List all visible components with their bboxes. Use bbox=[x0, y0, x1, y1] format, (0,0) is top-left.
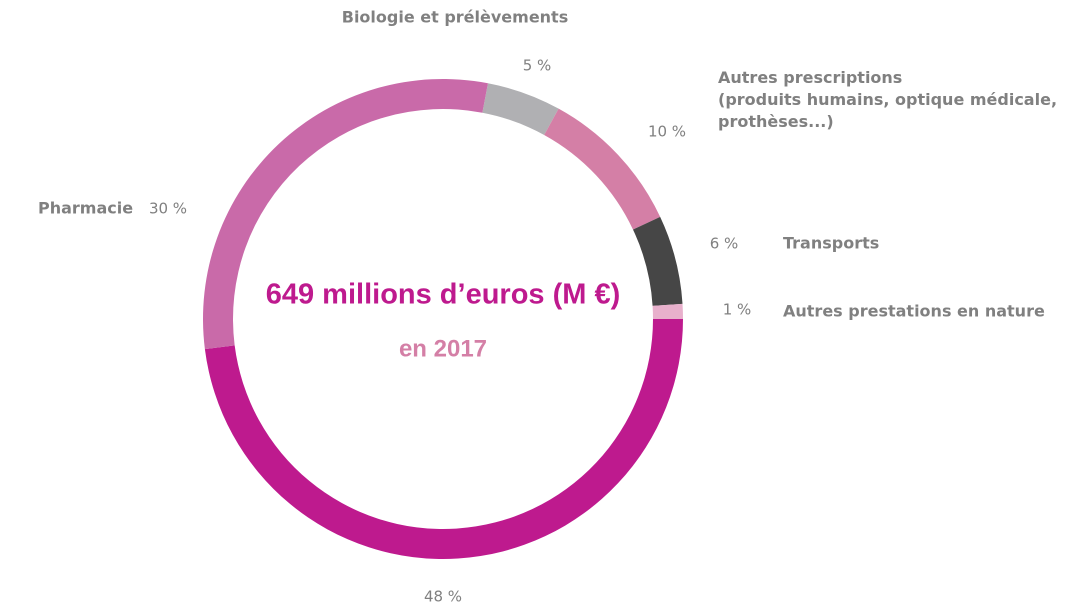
value-label: 48 % bbox=[424, 588, 462, 606]
value-label: 6 % bbox=[710, 235, 739, 253]
value-label: 5 % bbox=[523, 57, 552, 75]
category-label: Autres prestations en nature bbox=[783, 302, 1045, 321]
donut-segment bbox=[202, 78, 488, 350]
category-label-line: Autres prescriptions bbox=[718, 68, 902, 87]
donut-segment bbox=[204, 319, 684, 560]
category-label: Pharmacie bbox=[38, 199, 133, 218]
category-label-line: prothèses...) bbox=[718, 112, 834, 131]
category-label: Biologie et prélèvements bbox=[342, 8, 568, 27]
category-label: Transports bbox=[783, 234, 879, 253]
value-label: 10 % bbox=[648, 123, 686, 141]
category-label: Autres prescriptions (produits humains, o… bbox=[718, 68, 1057, 131]
donut-segment bbox=[652, 303, 683, 319]
donut-segment bbox=[482, 83, 559, 135]
category-label-line: (produits humains, optique médicale, bbox=[718, 90, 1057, 109]
value-label: 1 % bbox=[723, 301, 752, 319]
donut-segment bbox=[633, 216, 683, 306]
value-label: 30 % bbox=[149, 200, 187, 218]
donut-segment bbox=[544, 108, 661, 230]
center-total: 649 millions d’euros (M €) bbox=[266, 279, 621, 311]
center-year: en 2017 bbox=[399, 335, 487, 362]
